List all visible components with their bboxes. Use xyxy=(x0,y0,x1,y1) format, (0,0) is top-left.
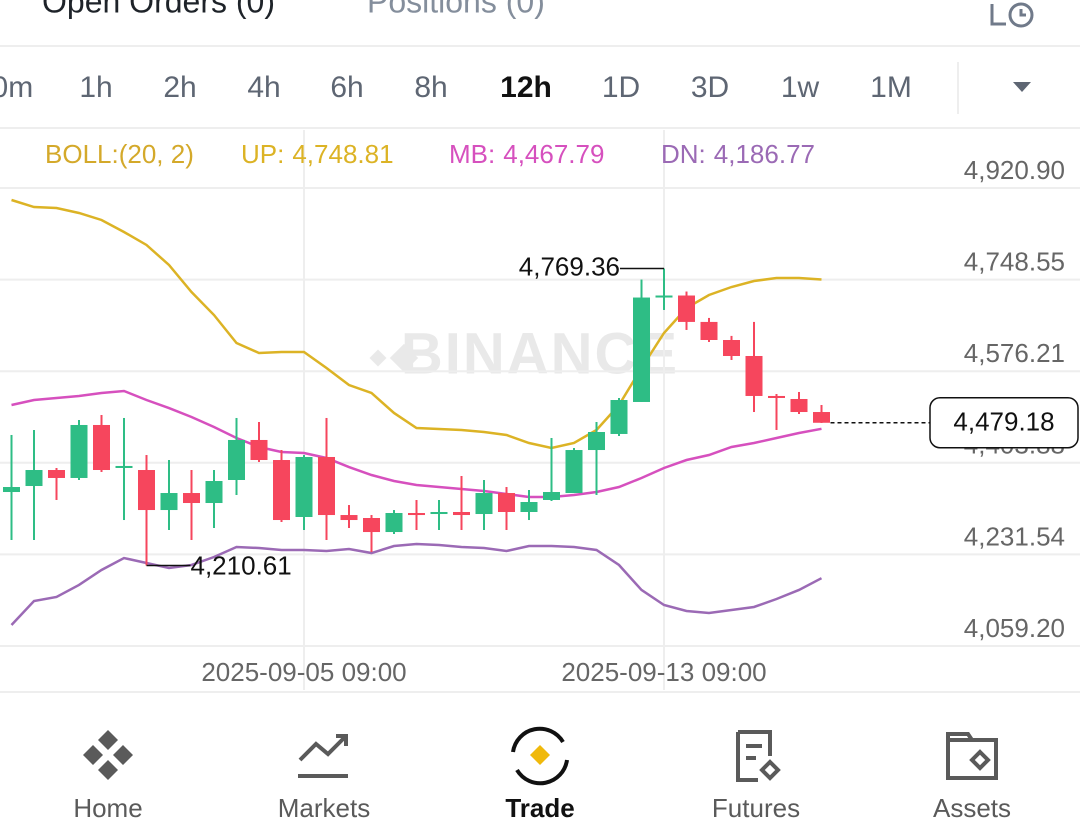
candle-body xyxy=(115,465,133,468)
candle-body xyxy=(475,493,493,515)
legend-entry: MB: 4,467.79 xyxy=(449,139,604,169)
interval[interactable]: 2h xyxy=(163,71,196,104)
candle-body xyxy=(633,297,650,402)
tab[interactable]: Positions (0) xyxy=(367,0,545,19)
legend-name: MB: xyxy=(449,139,495,169)
y-tick-label: 4,231.54 xyxy=(964,521,1065,551)
candle-body xyxy=(610,400,628,434)
y-tick-label: 4,920.90 xyxy=(964,155,1065,185)
interval[interactable]: 3D xyxy=(691,71,729,104)
candle-body xyxy=(340,515,358,521)
low-label: 4,210.61 xyxy=(191,550,292,580)
interval[interactable]: 1h xyxy=(79,71,112,104)
candle-body xyxy=(25,470,43,487)
candle-body xyxy=(813,412,830,423)
interval[interactable]: 1D xyxy=(602,71,640,104)
nav-icons xyxy=(83,726,998,786)
candle-body xyxy=(93,424,110,471)
candle-body xyxy=(745,355,763,396)
nav-bar: Home Markets Trade Futures Assets xyxy=(73,793,1011,823)
y-tick-label: 4,748.55 xyxy=(964,246,1065,276)
y-tick-label: 4,059.20 xyxy=(964,613,1065,643)
candle-body xyxy=(385,513,403,533)
candle-body xyxy=(48,470,65,478)
high-label: 4,769.36 xyxy=(519,251,620,281)
interval-bar: 30m 1h 2h 4h 6h 8h 12h 1D 3D 1w 1M xyxy=(0,71,912,104)
y-tick-label: 4,576.21 xyxy=(964,338,1065,368)
dropdown-icon[interactable] xyxy=(1013,82,1031,92)
candle-body xyxy=(70,424,88,478)
history-icon[interactable] xyxy=(990,2,1034,28)
legend-value: 4,467.79 xyxy=(503,139,604,169)
watermark: BINANCE xyxy=(401,321,679,386)
interval[interactable]: 4h xyxy=(247,71,280,104)
interval[interactable]: 8h xyxy=(414,71,447,104)
candle-body xyxy=(453,511,470,516)
interval[interactable]: 1M xyxy=(870,71,912,104)
candle-body xyxy=(183,493,200,504)
candle-body xyxy=(228,439,245,480)
candle-body xyxy=(273,460,290,521)
candle-body xyxy=(205,481,223,504)
candle-body xyxy=(723,340,740,356)
candle-body xyxy=(498,493,515,512)
candle-body xyxy=(588,432,605,451)
candle-body xyxy=(565,450,583,494)
band-line xyxy=(11,389,822,499)
nav-label[interactable]: Assets xyxy=(933,793,1011,823)
nav-label[interactable]: Home xyxy=(73,793,142,823)
interval[interactable]: 12h xyxy=(500,71,552,104)
legend-entry: UP: 4,748.81 xyxy=(241,139,394,169)
chart: 4,920.904,748.554,576.214,403.884,231.54… xyxy=(0,130,1080,690)
x-tick-label: 2025-09-13 09:00 xyxy=(561,657,766,687)
candle-body xyxy=(790,398,808,413)
candle-body xyxy=(768,395,785,398)
legend-name: UP: xyxy=(241,139,284,169)
candle-body xyxy=(520,502,538,512)
legend-name: DN: xyxy=(661,139,706,169)
interval[interactable]: 30m xyxy=(0,71,33,104)
candle-body xyxy=(543,492,560,500)
nav-label[interactable]: Trade xyxy=(505,793,574,823)
band-line xyxy=(10,542,823,626)
candle-body xyxy=(430,511,448,515)
interval[interactable]: 1w xyxy=(781,71,820,104)
x-tick-label: 2025-09-05 09:00 xyxy=(201,657,406,687)
candle-body xyxy=(655,295,673,298)
candle-body xyxy=(408,513,425,516)
candle-body xyxy=(3,487,20,493)
candle-body xyxy=(700,321,718,340)
candle-body xyxy=(678,295,695,322)
nav-label[interactable]: Futures xyxy=(712,793,800,823)
interval[interactable]: 6h xyxy=(330,71,363,104)
candle-body xyxy=(318,456,335,516)
tab[interactable]: Open Orders (0) xyxy=(42,0,275,19)
legend-entry: DN: 4,186.77 xyxy=(661,139,815,169)
last-price: 4,479.18 xyxy=(953,407,1054,437)
candle-body xyxy=(138,470,155,511)
price-box xyxy=(929,397,1079,449)
candle-body xyxy=(160,493,178,511)
candle-body xyxy=(363,518,380,533)
legend-value: 4,748.81 xyxy=(292,139,393,169)
candle-body xyxy=(250,439,268,461)
nav-label[interactable]: Markets xyxy=(278,793,370,823)
indicator-label: BOLL:(20, 2) xyxy=(45,139,194,169)
legend-value: 4,186.77 xyxy=(714,139,815,169)
candle-body xyxy=(295,456,313,517)
